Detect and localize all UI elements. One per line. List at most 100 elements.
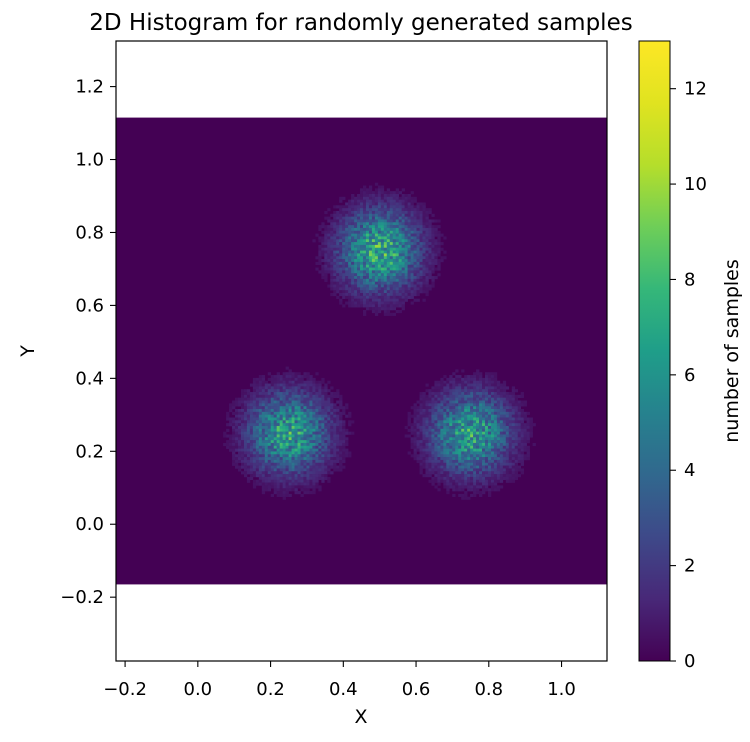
histogram-bin [461,445,465,449]
histogram-bin [490,377,495,382]
histogram-bin [410,225,414,229]
histogram-bin [452,474,456,478]
histogram-bin [282,420,286,424]
histogram-bin [327,284,331,288]
histogram-bin [487,372,492,376]
histogram-bin [407,208,411,212]
histogram-bin [362,256,367,260]
histogram-bin [386,205,391,209]
histogram-bin [434,239,438,243]
histogram-bin [404,293,408,297]
histogram-bin [493,423,498,427]
histogram-bin [258,397,263,401]
histogram-bin [267,414,272,418]
histogram-bin [496,423,501,427]
histogram-bin [505,417,510,421]
histogram-bin [422,250,426,254]
histogram-bin [526,428,530,432]
histogram-bin [514,431,519,435]
histogram-bin [339,250,343,254]
histogram-bin [336,233,340,237]
histogram-bin [455,448,459,452]
histogram-bin [476,392,480,396]
histogram-bin [342,440,346,444]
histogram-bin [235,400,239,404]
histogram-bin [496,383,501,387]
histogram-bin [279,389,283,393]
histogram-bin [357,236,361,240]
histogram-bin [508,454,513,458]
histogram-bin [238,431,242,435]
histogram-bin [434,230,438,234]
histogram-bin [306,448,310,452]
histogram-bin [327,394,331,398]
histogram-bin [440,471,444,475]
histogram-bin [288,431,292,435]
histogram-bin [235,425,239,430]
histogram-bin [470,423,474,427]
histogram-bin [330,233,334,237]
histogram-bin [330,250,334,254]
histogram-bin [526,440,530,444]
histogram-bin [431,440,435,444]
histogram-bin [357,253,361,257]
histogram-bin [437,414,441,418]
histogram-bin [446,454,450,458]
histogram-bin [404,261,408,266]
histogram-bin [383,247,388,251]
histogram-bin [312,454,316,458]
histogram-bin [517,406,522,410]
histogram-bin [240,403,245,407]
histogram-bin [270,389,275,393]
histogram-bin [380,188,385,192]
histogram-bin [422,462,426,466]
histogram-bin [479,375,483,379]
histogram-bin [419,239,423,243]
histogram-bin [467,454,471,458]
histogram-bin [348,278,352,282]
histogram-bin [276,474,280,478]
histogram-bin [282,474,286,478]
histogram-bin [380,199,385,203]
histogram-bin [493,420,498,424]
histogram-bin [458,417,462,421]
histogram-bin [496,417,501,421]
histogram-bin [368,202,373,206]
histogram-bin [419,227,423,232]
histogram-bin [392,242,397,246]
histogram-bin [306,440,310,444]
histogram-bin [309,451,313,455]
histogram-bin [520,437,524,441]
histogram-bin [297,425,301,430]
histogram-bin [267,462,272,466]
histogram-bin [479,386,483,390]
y-tick-label: 1.0 [75,150,104,171]
histogram-bin [482,488,486,492]
histogram-bin [407,199,411,203]
histogram-bin [401,259,405,263]
histogram-bin [383,205,388,209]
histogram-bin [300,493,304,498]
histogram-bin [362,293,367,297]
histogram-bin [398,250,402,254]
histogram-bin [496,392,501,396]
histogram-bin [267,440,272,444]
histogram-bin [416,417,420,421]
histogram-bin [499,403,504,407]
histogram-bin [285,471,289,475]
histogram-bin [354,219,358,223]
histogram-bin [330,442,334,447]
histogram-bin [511,428,516,432]
histogram-bin [303,431,307,435]
histogram-bin [288,476,292,481]
histogram-bin [360,270,364,274]
histogram-bin [455,414,459,418]
histogram-bin [508,400,513,404]
histogram-bin [419,230,423,234]
histogram-bin [324,247,328,251]
histogram-bin [398,267,402,271]
histogram-bin [392,295,397,299]
histogram-bin [434,485,438,489]
histogram-bin [294,454,298,458]
histogram-bin [303,414,307,418]
